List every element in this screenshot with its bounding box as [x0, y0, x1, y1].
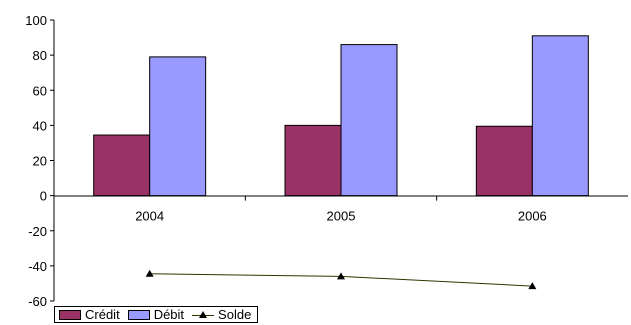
legend-item-debit: Débit — [127, 307, 185, 322]
bar-crédit-2006 — [475, 125, 533, 197]
bar-débit-2004 — [149, 56, 207, 197]
x-tick-label: 2006 — [518, 209, 547, 224]
y-tick-label: 60 — [33, 83, 47, 98]
legend-item-solde: Solde — [192, 307, 251, 322]
legend-label-solde: Solde — [218, 307, 252, 322]
y-tick-label: -40 — [28, 259, 47, 274]
y-tick-label: 40 — [33, 118, 47, 133]
bar-débit-2006 — [531, 35, 589, 197]
solde-point-2006 — [528, 282, 537, 290]
solde-point-2005 — [337, 272, 345, 280]
legend-line-solde — [192, 310, 215, 320]
legend-swatch-credit — [59, 309, 81, 320]
bar-crédit-2005 — [284, 124, 342, 197]
bar-débit-2005 — [340, 44, 398, 197]
legend: Crédit Débit Solde — [54, 306, 259, 323]
y-tick-label: 0 — [40, 189, 47, 204]
x-tick-label: 2005 — [327, 209, 356, 224]
x-tick-label: 2004 — [135, 209, 164, 224]
legend-label-debit: Débit — [153, 307, 185, 322]
x-ticks: 2004 2005 2006 — [135, 195, 547, 224]
legend-item-credit: Crédit — [59, 307, 120, 322]
bar-crédit-2004 — [93, 134, 151, 197]
y-tick-label: -60 — [28, 294, 47, 309]
solde-point-2004 — [145, 269, 154, 277]
solde-line — [145, 269, 537, 290]
y-tick-label: 80 — [33, 48, 47, 63]
bars — [93, 35, 589, 197]
y-tick-label: -20 — [28, 224, 47, 239]
y-tick-label: 20 — [33, 154, 47, 169]
legend-swatch-debit — [127, 309, 150, 320]
legend-label-credit: Crédit — [85, 307, 120, 322]
y-ticks: 100 80 60 40 20 0 -20 -40 -60 — [25, 13, 54, 309]
y-tick-label: 100 — [25, 13, 47, 28]
